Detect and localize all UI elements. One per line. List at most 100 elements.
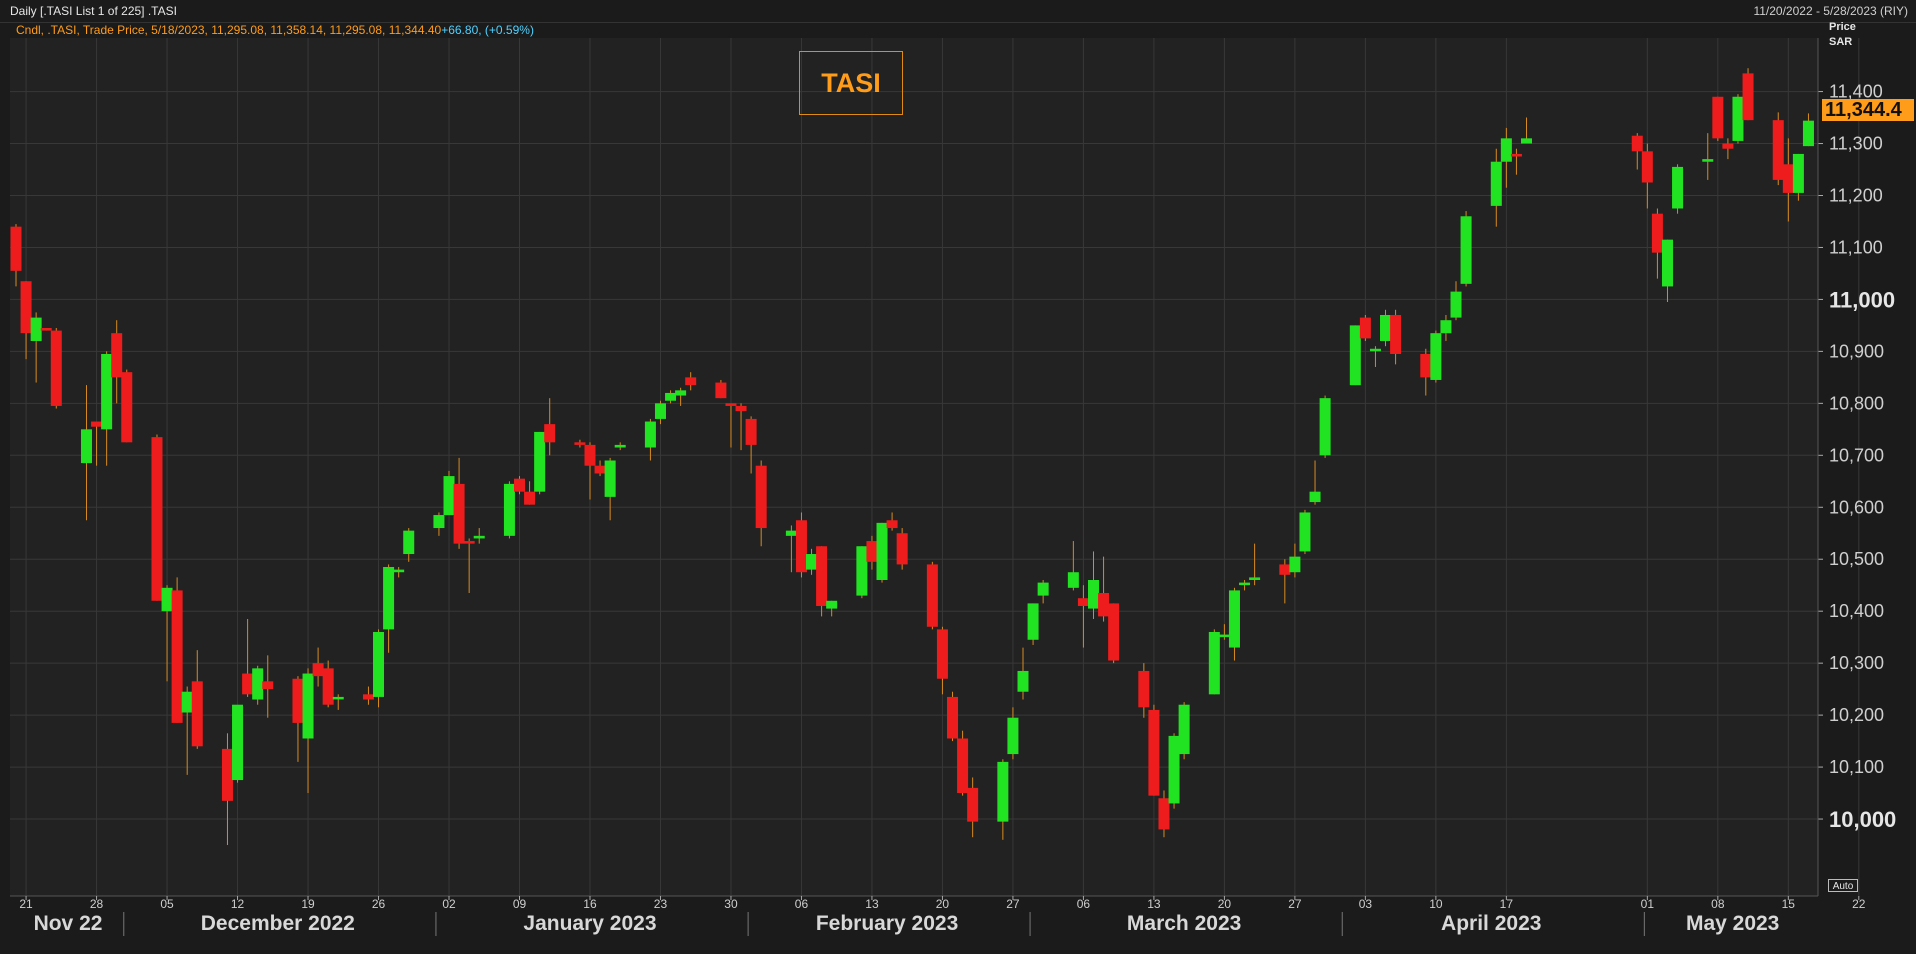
candle-body <box>1672 166 1684 209</box>
candle-body <box>997 761 1009 822</box>
candle <box>795 512 807 578</box>
candle <box>685 372 697 391</box>
candle <box>1289 543 1301 578</box>
candle <box>1249 543 1261 586</box>
x-tick-label: 13 <box>1147 897 1161 911</box>
y-tick-label: 10,600 <box>1829 497 1884 517</box>
candle <box>574 439 586 448</box>
x-tick-label: 01 <box>1641 897 1655 911</box>
candle-body <box>644 421 656 448</box>
y-tick-label: 11,000 <box>1829 287 1895 312</box>
candle-body <box>1641 151 1653 183</box>
candle-body <box>574 442 586 445</box>
candle-body <box>957 738 969 794</box>
candle-body <box>111 333 123 378</box>
price-axis: 10,000 10,100 10,200 10,300 10,400 10,500 10,6… <box>1817 38 1896 896</box>
month-label: February 2023 <box>816 912 958 935</box>
candle <box>1359 315 1371 341</box>
candle <box>80 385 92 521</box>
candle-body <box>725 403 737 406</box>
candle-body <box>1631 135 1643 152</box>
candle <box>433 512 445 536</box>
candle <box>1309 460 1321 505</box>
candle-body <box>383 567 395 630</box>
x-tick-label: 20 <box>1218 897 1232 911</box>
annotation-box[interactable]: TASI <box>799 51 903 115</box>
candle <box>725 403 737 448</box>
candle <box>463 538 475 594</box>
candle <box>362 686 374 705</box>
candle-body <box>221 748 233 801</box>
candle <box>151 434 163 601</box>
price-axis-title-line1: Price <box>1829 21 1856 33</box>
candle <box>1087 551 1099 619</box>
candle-body <box>967 787 979 822</box>
candle <box>1782 138 1794 222</box>
x-tick-label: 27 <box>1006 897 1020 911</box>
candle <box>665 390 677 404</box>
auto-scale-button[interactable]: Auto <box>1828 879 1858 892</box>
candle-body <box>252 668 264 700</box>
candle-body <box>1087 580 1099 609</box>
candle <box>1369 346 1381 367</box>
plot-area[interactable] <box>10 38 1818 896</box>
price-axis-title-line2: SAR <box>1829 36 1853 48</box>
candle <box>191 650 203 749</box>
candle <box>232 704 244 783</box>
candle <box>947 691 959 742</box>
x-tick-label: 23 <box>654 897 668 911</box>
x-tick-label: 13 <box>865 897 879 911</box>
candle-body <box>534 431 546 492</box>
candle-body <box>161 587 173 612</box>
date-range: 11/20/2022 - 5/28/2023 (RIY) <box>1753 4 1908 18</box>
candle-body <box>1299 512 1311 552</box>
candle <box>1631 133 1643 170</box>
candle <box>1299 509 1311 555</box>
candle <box>503 481 515 539</box>
y-tick-label: 10,900 <box>1829 341 1884 361</box>
candle <box>524 481 536 505</box>
candle <box>604 457 616 521</box>
candle-body <box>91 421 103 427</box>
candle <box>1450 281 1462 321</box>
candle <box>1702 133 1714 180</box>
candle <box>594 460 606 477</box>
candle-body <box>1802 120 1814 147</box>
candle <box>1661 239 1673 303</box>
candle-body <box>1500 138 1512 162</box>
candle-body <box>715 382 727 399</box>
candle-body <box>947 696 959 739</box>
candle-body <box>755 465 767 529</box>
candle-body <box>1742 73 1754 121</box>
y-tick-label: 10,700 <box>1829 445 1884 465</box>
candle <box>745 416 757 474</box>
candlestick-series <box>10 68 1814 846</box>
candle <box>1349 325 1361 386</box>
x-tick-label: 09 <box>513 897 527 911</box>
x-tick-label: 28 <box>90 897 104 911</box>
candle-body <box>242 673 254 695</box>
candle <box>312 647 324 687</box>
candle <box>1067 541 1079 591</box>
candle-body <box>433 515 445 529</box>
candle-body <box>1027 603 1039 640</box>
candle <box>1108 603 1120 664</box>
price-axis-title: Price SAR <box>1829 20 1856 50</box>
candle <box>1168 733 1180 809</box>
candle-body <box>926 564 938 627</box>
candle-body <box>322 668 334 705</box>
candle <box>926 561 938 630</box>
candle <box>332 694 344 710</box>
candle <box>514 476 525 495</box>
month-label: January 2023 <box>523 912 656 935</box>
candle-body <box>866 541 878 562</box>
candle-body <box>121 372 133 443</box>
candle <box>262 655 274 718</box>
candle <box>967 777 979 838</box>
candle <box>1138 663 1150 718</box>
candle-body <box>1158 798 1170 830</box>
candle <box>1218 624 1230 640</box>
candle-body <box>1359 317 1371 339</box>
candle-body <box>403 530 415 555</box>
